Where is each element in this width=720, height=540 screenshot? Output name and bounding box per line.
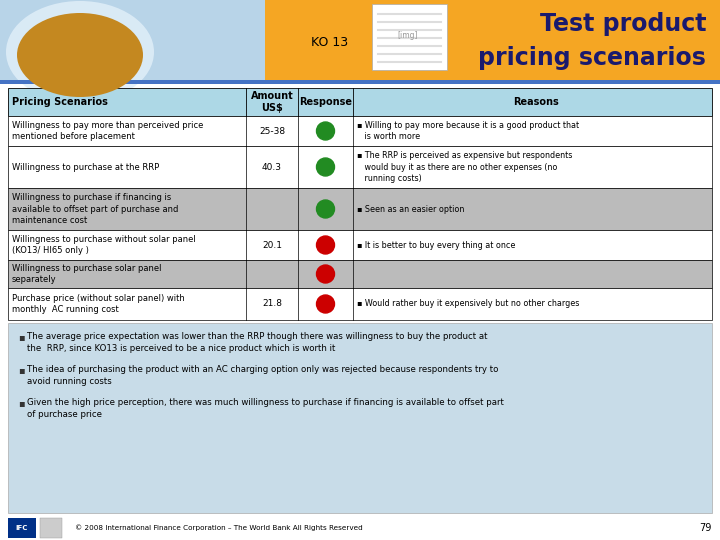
Circle shape: [317, 158, 335, 176]
Circle shape: [317, 200, 335, 218]
Bar: [8, 288, 712, 320]
Text: Reasons: Reasons: [513, 97, 559, 107]
Bar: [8, 260, 712, 288]
Text: Amount
US$: Amount US$: [251, 91, 293, 113]
Circle shape: [317, 265, 335, 283]
Bar: [265, 0, 720, 80]
Bar: [372, 4, 447, 70]
Text: ▪: ▪: [18, 332, 24, 342]
Text: IFC: IFC: [16, 525, 28, 531]
Text: 25-38: 25-38: [259, 126, 285, 136]
Circle shape: [317, 236, 335, 254]
Text: ▪ The RRP is perceived as expensive but respondents
   would buy it as there are: ▪ The RRP is perceived as expensive but …: [357, 151, 572, 183]
Bar: [0, 80, 720, 84]
Text: Response: Response: [299, 97, 352, 107]
Circle shape: [317, 122, 335, 140]
Text: Willingness to purchase solar panel
separately: Willingness to purchase solar panel sepa…: [12, 264, 161, 284]
Bar: [8, 323, 712, 513]
Text: ▪ Would rather buy it expensively but no other charges: ▪ Would rather buy it expensively but no…: [357, 300, 580, 308]
Text: ▪: ▪: [18, 398, 24, 408]
Text: Willingness to purchase if financing is
available to offset part of purchase and: Willingness to purchase if financing is …: [12, 193, 179, 225]
Bar: [8, 146, 712, 188]
Text: [img]: [img]: [397, 30, 418, 39]
Text: ▪: ▪: [18, 365, 24, 375]
Bar: [0, 516, 720, 540]
Bar: [40, 518, 62, 538]
Text: 20.1: 20.1: [262, 240, 282, 249]
Bar: [8, 188, 712, 230]
Circle shape: [317, 295, 335, 313]
Text: © 2008 International Finance Corporation – The World Bank All Rights Reserved: © 2008 International Finance Corporation…: [75, 525, 363, 531]
Text: 79: 79: [700, 523, 712, 533]
Text: Purchase price (without solar panel) with
monthly  AC running cost: Purchase price (without solar panel) wit…: [12, 294, 185, 314]
Bar: [0, 0, 265, 80]
Text: Given the high price perception, there was much willingness to purchase if finan: Given the high price perception, there w…: [27, 398, 504, 419]
Text: The idea of purchasing the product with an AC charging option only was rejected : The idea of purchasing the product with …: [27, 365, 498, 386]
Text: KO 13: KO 13: [312, 37, 348, 50]
Text: ▪ It is better to buy every thing at once: ▪ It is better to buy every thing at onc…: [357, 240, 516, 249]
Bar: [8, 230, 712, 260]
Text: 21.8: 21.8: [262, 300, 282, 308]
Text: Willingness to pay more than perceived price
mentioned before placement: Willingness to pay more than perceived p…: [12, 121, 203, 141]
Text: Test product: Test product: [539, 12, 706, 36]
Text: pricing scenarios: pricing scenarios: [478, 46, 706, 70]
Ellipse shape: [6, 1, 154, 103]
Bar: [8, 88, 712, 116]
Text: Pricing Scenarios: Pricing Scenarios: [12, 97, 108, 107]
Text: 40.3: 40.3: [262, 163, 282, 172]
Text: Willingness to purchase without solar panel
(KO13/ HI65 only ): Willingness to purchase without solar pa…: [12, 235, 196, 255]
Text: Willingness to purchase at the RRP: Willingness to purchase at the RRP: [12, 163, 159, 172]
Ellipse shape: [17, 13, 143, 97]
Text: The average price expectation was lower than the RRP though there was willingnes: The average price expectation was lower …: [27, 332, 487, 353]
Bar: [8, 518, 36, 538]
Bar: [8, 116, 712, 146]
Text: ▪ Willing to pay more because it is a good product that
   is worth more: ▪ Willing to pay more because it is a go…: [357, 121, 579, 141]
Text: ▪ Seen as an easier option: ▪ Seen as an easier option: [357, 205, 464, 213]
